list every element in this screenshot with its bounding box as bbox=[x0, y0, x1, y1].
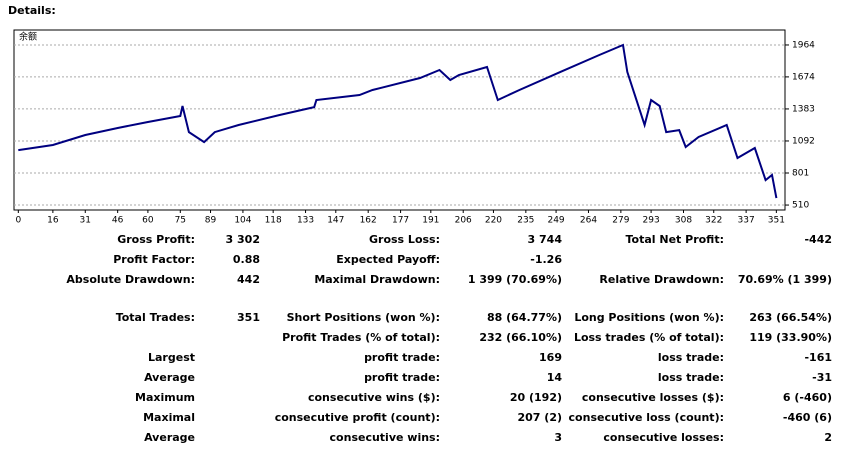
y-tick-label: 801 bbox=[792, 169, 809, 179]
balance-line bbox=[18, 43, 778, 199]
x-tick-label: 177 bbox=[392, 216, 409, 226]
x-tick-label: 206 bbox=[455, 216, 472, 226]
cell-label: consecutive wins ($): bbox=[308, 391, 440, 404]
x-tick-label: 220 bbox=[485, 216, 502, 226]
cell-label: Loss trades (% of total): bbox=[574, 331, 724, 344]
cell-label: Total Net Profit: bbox=[626, 233, 725, 246]
cell-value: -31 bbox=[812, 371, 832, 384]
cell-label: consecutive profit (count): bbox=[275, 411, 440, 424]
cell-value: 0.88 bbox=[233, 253, 260, 266]
cell-value: -1.26 bbox=[530, 253, 562, 266]
cell-label: consecutive losses: bbox=[603, 431, 724, 444]
cell-label: Long Positions (won %): bbox=[574, 311, 724, 324]
cell-value: 263 (66.54%) bbox=[749, 311, 832, 324]
x-tick-label: 118 bbox=[265, 216, 282, 226]
x-tick-label: 16 bbox=[47, 216, 59, 226]
x-tick-label: 264 bbox=[580, 216, 597, 226]
cell-label: Average bbox=[144, 431, 195, 444]
cell-value: 207 (2) bbox=[518, 411, 563, 424]
cell-value: 20 (192) bbox=[510, 391, 562, 404]
x-tick-label: 337 bbox=[738, 216, 755, 226]
x-tick-label: 191 bbox=[422, 216, 439, 226]
cell-label: Profit Trades (% of total): bbox=[282, 331, 440, 344]
x-tick-label: 162 bbox=[360, 216, 377, 226]
cell-value: 351 bbox=[237, 311, 260, 324]
x-tick-label: 293 bbox=[643, 216, 660, 226]
x-tick-label: 279 bbox=[612, 216, 629, 226]
cell-label: Expected Payoff: bbox=[336, 253, 440, 266]
cell-label: Relative Drawdown: bbox=[599, 273, 724, 286]
x-tick-label: 147 bbox=[327, 216, 344, 226]
x-tick-label: 60 bbox=[142, 216, 154, 226]
y-tick-label: 1964 bbox=[792, 40, 815, 50]
x-tick-label: 75 bbox=[175, 216, 186, 226]
cell-label: consecutive losses ($): bbox=[582, 391, 724, 404]
cell-value: 70.69% (1 399) bbox=[738, 273, 832, 286]
x-tick-label: 322 bbox=[705, 216, 722, 226]
cell-label: Maximal Drawdown: bbox=[314, 273, 440, 286]
chart-frame bbox=[13, 29, 786, 211]
y-tick-label: 1383 bbox=[792, 104, 815, 114]
cell-value: 232 (66.10%) bbox=[479, 331, 562, 344]
cell-value: 6 (-460) bbox=[783, 391, 832, 404]
cell-label: Profit Factor: bbox=[113, 253, 195, 266]
cell-label: loss trade: bbox=[658, 371, 724, 384]
cell-value: 3 302 bbox=[226, 233, 260, 246]
x-tick-label: 249 bbox=[547, 216, 564, 226]
x-tick-label: 104 bbox=[234, 216, 251, 226]
x-tick-label: 46 bbox=[112, 216, 124, 226]
cell-label: Maximal bbox=[143, 411, 195, 424]
cell-label: profit trade: bbox=[364, 371, 440, 384]
cell-value: 169 bbox=[539, 351, 562, 364]
cell-label: Short Positions (won %): bbox=[287, 311, 440, 324]
y-tick-label: 1674 bbox=[792, 72, 815, 82]
cell-label: profit trade: bbox=[364, 351, 440, 364]
cell-label: consecutive wins: bbox=[330, 431, 440, 444]
x-tick-label: 308 bbox=[675, 216, 692, 226]
y-tick-label: 510 bbox=[792, 201, 809, 211]
x-tick-label: 235 bbox=[517, 216, 534, 226]
cell-label: consecutive loss (count): bbox=[569, 411, 724, 424]
cell-value: -161 bbox=[804, 351, 832, 364]
y-tick-label: 1092 bbox=[792, 136, 815, 146]
x-tick-label: 89 bbox=[205, 216, 217, 226]
x-tick-label: 351 bbox=[768, 216, 785, 226]
x-tick-label: 133 bbox=[297, 216, 314, 226]
cell-label: Average bbox=[144, 371, 195, 384]
chart-label: 余额 bbox=[19, 31, 37, 43]
title: Details: bbox=[8, 4, 56, 17]
cell-label: Largest bbox=[148, 351, 195, 364]
cell-value: 119 (33.90%) bbox=[749, 331, 832, 344]
cell-value: 2 bbox=[824, 431, 832, 444]
x-tick-label: 31 bbox=[80, 216, 91, 226]
cell-value: 3 bbox=[554, 431, 562, 444]
cell-value: -460 (6) bbox=[783, 411, 832, 424]
cell-value: 3 744 bbox=[528, 233, 563, 246]
cell-label: Gross Loss: bbox=[369, 233, 440, 246]
cell-value: 1 399 (70.69%) bbox=[468, 273, 562, 286]
cell-label: Gross Profit: bbox=[117, 233, 195, 246]
cell-value: -442 bbox=[804, 233, 832, 246]
cell-label: Total Trades: bbox=[116, 311, 195, 324]
cell-label: Absolute Drawdown: bbox=[66, 273, 195, 286]
x-tick-label: 0 bbox=[15, 216, 21, 226]
cell-value: 14 bbox=[547, 371, 563, 384]
cell-label: Maximum bbox=[135, 391, 195, 404]
cell-label: loss trade: bbox=[658, 351, 724, 364]
cell-value: 442 bbox=[237, 273, 260, 286]
cell-value: 88 (64.77%) bbox=[487, 311, 562, 324]
